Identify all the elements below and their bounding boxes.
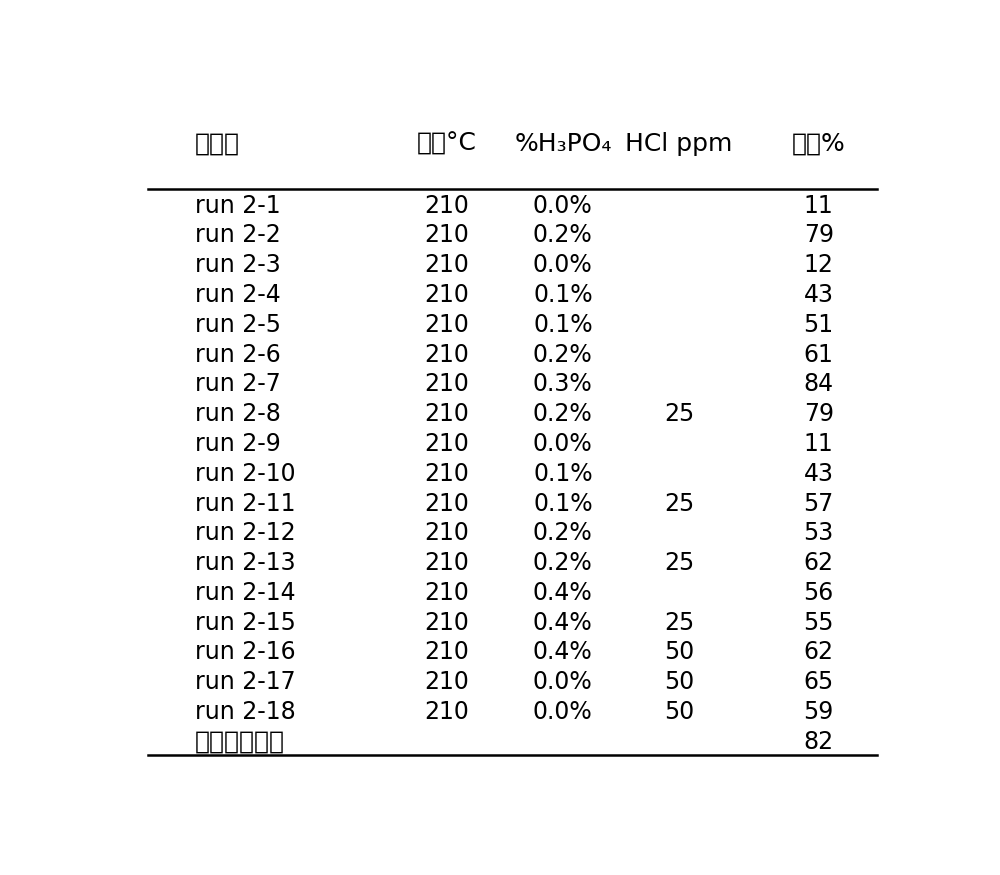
Text: 12: 12 (804, 253, 834, 277)
Text: 样品名: 样品名 (195, 132, 240, 156)
Text: 210: 210 (424, 313, 469, 337)
Text: 11: 11 (804, 432, 834, 456)
Text: 210: 210 (424, 283, 469, 307)
Text: run 2-4: run 2-4 (195, 283, 280, 307)
Text: 56: 56 (804, 581, 834, 605)
Text: 0.4%: 0.4% (533, 611, 593, 634)
Text: 0.2%: 0.2% (533, 223, 593, 248)
Text: 43: 43 (804, 462, 834, 486)
Text: run 2-3: run 2-3 (195, 253, 280, 277)
Text: 0.1%: 0.1% (533, 492, 593, 515)
Text: 50: 50 (664, 700, 694, 724)
Text: 0.1%: 0.1% (533, 462, 593, 486)
Text: 82: 82 (804, 730, 834, 754)
Text: run 2-14: run 2-14 (195, 581, 295, 605)
Text: 210: 210 (424, 193, 469, 218)
Text: run 2-16: run 2-16 (195, 640, 295, 664)
Text: 210: 210 (424, 432, 469, 456)
Text: run 2-5: run 2-5 (195, 313, 281, 337)
Text: 25: 25 (664, 611, 694, 634)
Text: 11: 11 (804, 193, 834, 218)
Text: 210: 210 (424, 522, 469, 545)
Text: 210: 210 (424, 551, 469, 575)
Text: 维维%: 维维% (792, 132, 846, 156)
Text: 0.2%: 0.2% (533, 343, 593, 367)
Text: 210: 210 (424, 492, 469, 515)
Text: 0.0%: 0.0% (533, 432, 593, 456)
Text: 79: 79 (804, 223, 834, 248)
Text: 43: 43 (804, 283, 834, 307)
Text: run 2-10: run 2-10 (195, 462, 295, 486)
Text: 0.3%: 0.3% (533, 373, 593, 396)
Text: run 2-12: run 2-12 (195, 522, 295, 545)
Text: run 2-18: run 2-18 (195, 700, 296, 724)
Text: run 2-15: run 2-15 (195, 611, 296, 634)
Text: run 2-8: run 2-8 (195, 402, 281, 426)
Text: 210: 210 (424, 670, 469, 694)
Text: 0.4%: 0.4% (533, 581, 593, 605)
Text: 210: 210 (424, 223, 469, 248)
Text: 210: 210 (424, 581, 469, 605)
Text: 210: 210 (424, 343, 469, 367)
Text: run 2-6: run 2-6 (195, 343, 280, 367)
Text: 温度°C: 温度°C (417, 132, 477, 156)
Text: 57: 57 (804, 492, 834, 515)
Text: 210: 210 (424, 402, 469, 426)
Text: 聚葡萄糖对照: 聚葡萄糖对照 (195, 730, 285, 754)
Text: 210: 210 (424, 373, 469, 396)
Text: 0.2%: 0.2% (533, 551, 593, 575)
Text: 0.2%: 0.2% (533, 402, 593, 426)
Text: 25: 25 (664, 551, 694, 575)
Text: 79: 79 (804, 402, 834, 426)
Text: 25: 25 (664, 492, 694, 515)
Text: 0.0%: 0.0% (533, 193, 593, 218)
Text: 210: 210 (424, 611, 469, 634)
Text: 62: 62 (804, 551, 834, 575)
Text: 0.1%: 0.1% (533, 283, 593, 307)
Text: 210: 210 (424, 462, 469, 486)
Text: 25: 25 (664, 402, 694, 426)
Text: 0.4%: 0.4% (533, 640, 593, 664)
Text: 0.2%: 0.2% (533, 522, 593, 545)
Text: 50: 50 (664, 640, 694, 664)
Text: run 2-17: run 2-17 (195, 670, 295, 694)
Text: %H₃PO₄: %H₃PO₄ (514, 132, 612, 156)
Text: 0.1%: 0.1% (533, 313, 593, 337)
Text: run 2-9: run 2-9 (195, 432, 280, 456)
Text: 55: 55 (803, 611, 834, 634)
Text: run 2-2: run 2-2 (195, 223, 280, 248)
Text: 210: 210 (424, 253, 469, 277)
Text: run 2-1: run 2-1 (195, 193, 280, 218)
Text: HCl ppm: HCl ppm (625, 132, 733, 156)
Text: 62: 62 (804, 640, 834, 664)
Text: 210: 210 (424, 640, 469, 664)
Text: run 2-11: run 2-11 (195, 492, 295, 515)
Text: 0.0%: 0.0% (533, 700, 593, 724)
Text: 65: 65 (804, 670, 834, 694)
Text: 53: 53 (804, 522, 834, 545)
Text: run 2-13: run 2-13 (195, 551, 295, 575)
Text: 84: 84 (804, 373, 834, 396)
Text: 59: 59 (804, 700, 834, 724)
Text: 61: 61 (804, 343, 834, 367)
Text: 0.0%: 0.0% (533, 253, 593, 277)
Text: 0.0%: 0.0% (533, 670, 593, 694)
Text: 51: 51 (804, 313, 834, 337)
Text: 50: 50 (664, 670, 694, 694)
Text: 210: 210 (424, 700, 469, 724)
Text: run 2-7: run 2-7 (195, 373, 280, 396)
